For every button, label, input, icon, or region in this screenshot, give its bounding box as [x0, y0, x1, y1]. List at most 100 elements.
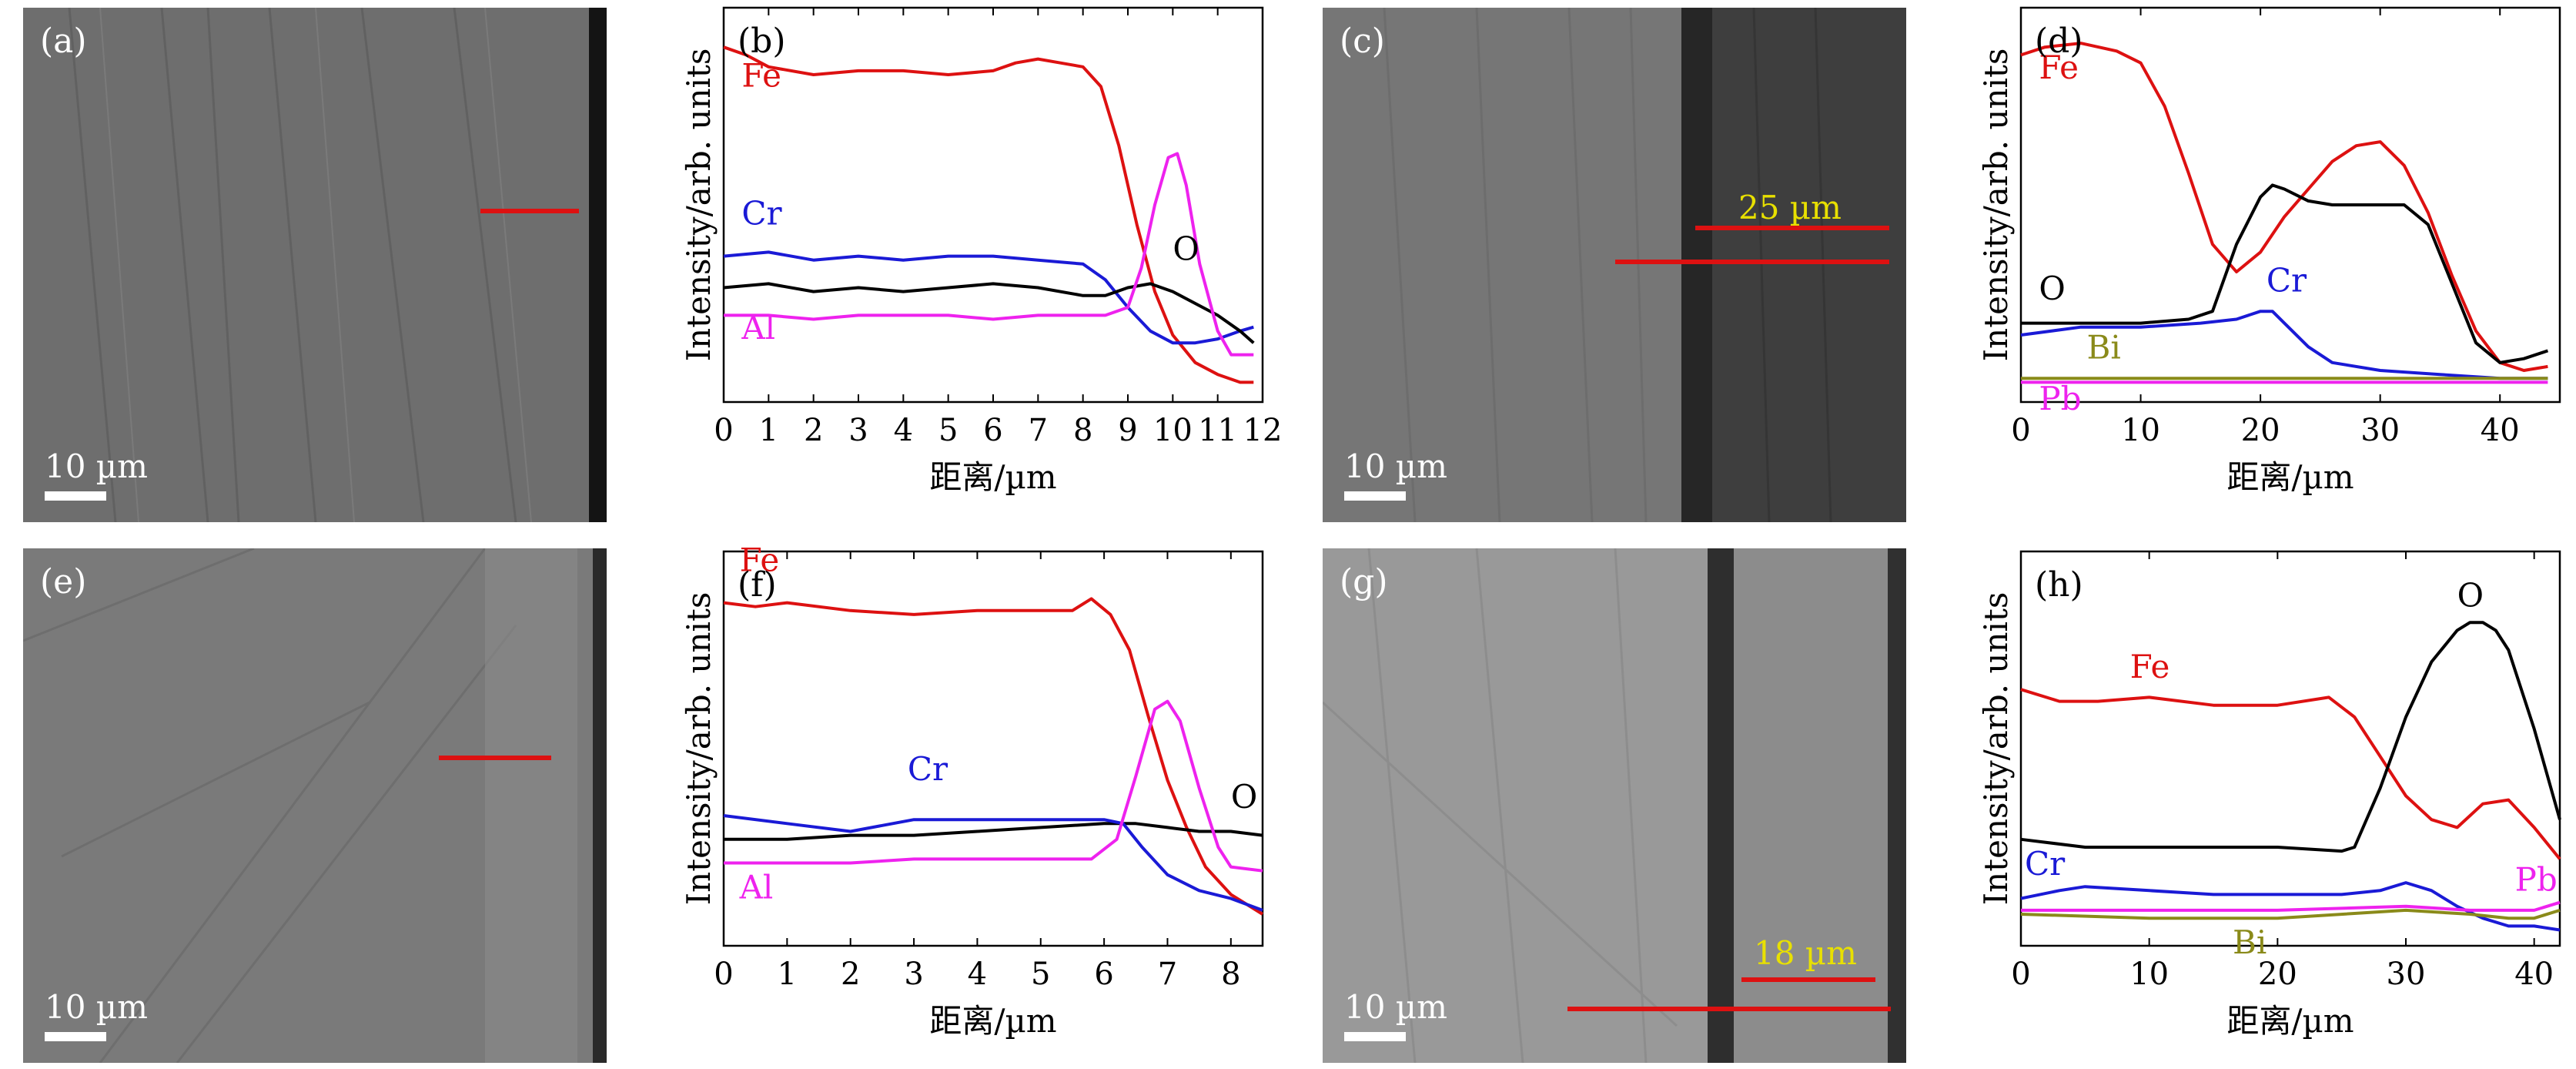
series-line-cr	[2020, 881, 2561, 932]
plot-frame	[722, 550, 1264, 947]
x-tick-label: 30	[2360, 413, 2400, 448]
y-axis-label: Intensity/arb. units	[1977, 592, 2015, 906]
series-line-al	[724, 152, 1254, 357]
x-tick-label: 7	[1158, 957, 1177, 992]
panel-label: (h)	[2035, 565, 2083, 605]
series-label: Fe	[2039, 49, 2079, 86]
chart-d: 0 10 20 30 40 距离/µm Intensity/arb. units Fe O Cr B…	[1959, 0, 2575, 524]
series-line-fe	[723, 597, 1264, 916]
series-line-o	[2020, 621, 2561, 853]
x-tick-label: 1	[759, 413, 778, 448]
length-label-g: 18 µm	[1754, 934, 1857, 972]
sem-image-c: 25 µm (c) 10 µm	[1323, 8, 1906, 522]
y-axis-label: Intensity/arb. units	[1977, 49, 2015, 362]
x-axis-label: 距离/µm	[929, 1002, 1056, 1040]
series-label: Bi	[2233, 923, 2267, 961]
sem-texture-a	[23, 8, 607, 522]
sem-image-g: 18 µm (g) 10 µm	[1323, 548, 1906, 1063]
series-label: Pb	[2039, 380, 2081, 417]
x-axis-label: 距离/µm	[929, 458, 1056, 496]
series-label: Fe	[741, 56, 781, 94]
x-tick-label: 2	[804, 413, 823, 448]
x-axis-label: 距离/µm	[2226, 1002, 2354, 1040]
scalebar-text-e: 10 µm	[45, 988, 148, 1026]
series-line-al	[724, 699, 1263, 873]
sem-texture-g: 18 µm	[1323, 548, 1906, 1063]
chart-b: 0 1 2 3 4 5 6 7 8 9 10 11 12 距离/µm Intensity/arb. unit…	[662, 0, 1282, 524]
series-line-o	[2021, 183, 2549, 364]
plot-frame	[2019, 6, 2561, 404]
scalebar-c: 10 µm	[1344, 447, 1447, 501]
x-tick-label: 0	[714, 413, 733, 448]
x-tick-label: 20	[2241, 413, 2280, 448]
scalebar-line-a	[45, 491, 106, 501]
series-line-cr	[2020, 310, 2548, 380]
series-line-bi	[2020, 908, 2561, 920]
series-line-fe	[2020, 688, 2561, 860]
series-label: Al	[741, 309, 775, 347]
series-line-cr	[723, 814, 1263, 912]
panel-label-e: (e)	[40, 562, 87, 602]
x-tick-label: 40	[2514, 957, 2554, 992]
series-label: Cr	[2025, 845, 2066, 883]
series-line-fe	[723, 45, 1254, 384]
x-tick-label: 0	[714, 957, 733, 992]
x-tick-label: 11	[1198, 413, 1237, 448]
series-label: Cr	[908, 750, 948, 788]
series-label: Bi	[2087, 329, 2121, 367]
x-tick-label: 10	[2121, 413, 2160, 448]
x-tick-label: 8	[1073, 413, 1092, 448]
sem-texture-c: 25 µm	[1323, 8, 1906, 522]
sem-image-a: (a) 10 µm	[23, 8, 607, 522]
x-tick-label: 2	[841, 957, 860, 992]
scalebar-a: 10 µm	[45, 447, 148, 501]
series-line-cr	[723, 250, 1254, 345]
x-tick-label: 12	[1243, 413, 1283, 448]
scalebar-text-a: 10 µm	[45, 447, 148, 485]
x-tick-label: 4	[968, 957, 987, 992]
x-tick-label: 8	[1221, 957, 1240, 992]
x-tick-label: 7	[1029, 413, 1048, 448]
sem-texture-e	[23, 548, 607, 1063]
x-tick-label: 10	[1153, 413, 1193, 448]
x-axis-label: 距离/µm	[2226, 458, 2354, 496]
series-line-o	[723, 282, 1255, 344]
chart-svg-d: 0 10 20 30 40 距离/µm Intensity/arb. units Fe O Cr B…	[1977, 6, 2561, 496]
series-label: Pb	[2515, 860, 2558, 898]
series-line-fe	[2020, 42, 2548, 372]
series-label: O	[1231, 778, 1257, 816]
plot-frame	[2019, 550, 2561, 947]
series-label: Cr	[2267, 262, 2307, 300]
x-tick-label: 6	[1094, 957, 1113, 992]
x-tick-label: 0	[2011, 957, 2030, 992]
x-tick-label: 9	[1118, 413, 1137, 448]
series-label: Fe	[740, 541, 780, 579]
scalebar-line-g	[1344, 1032, 1406, 1041]
scalebar-text-c: 10 µm	[1344, 447, 1447, 485]
scalebar-line-e	[45, 1032, 106, 1041]
series-label: Cr	[741, 195, 782, 233]
x-tick-label: 1	[778, 957, 797, 992]
x-tick-label: 0	[2011, 413, 2030, 448]
panel-label-a: (a)	[40, 22, 87, 61]
scalebar-e: 10 µm	[45, 988, 148, 1041]
y-axis-label: Intensity/arb. units	[680, 592, 718, 906]
series-label: O	[2457, 577, 2484, 615]
x-tick-label: 6	[983, 413, 1002, 448]
scalebar-line-c	[1344, 491, 1406, 501]
x-tick-label: 5	[938, 413, 958, 448]
x-tick-label: 5	[1031, 957, 1050, 992]
chart-svg-f: 0 1 2 3 4 5 6 7 8 距离/µm Intensity/arb. units Fe Cr O A…	[680, 541, 1264, 1040]
y-axis-label: Intensity/arb. units	[680, 49, 718, 362]
panel-label: (b)	[738, 22, 786, 61]
x-tick-label: 4	[894, 413, 913, 448]
scalebar-text-g: 10 µm	[1344, 988, 1447, 1026]
x-tick-label: 10	[2129, 957, 2169, 992]
sem-image-e: (e) 10 µm	[23, 548, 607, 1063]
scalebar-g: 10 µm	[1344, 988, 1447, 1041]
panel-label: (d)	[2035, 22, 2083, 61]
panel-label: (f)	[738, 565, 777, 605]
series-line-o	[724, 822, 1263, 841]
series-label: O	[2039, 270, 2065, 307]
